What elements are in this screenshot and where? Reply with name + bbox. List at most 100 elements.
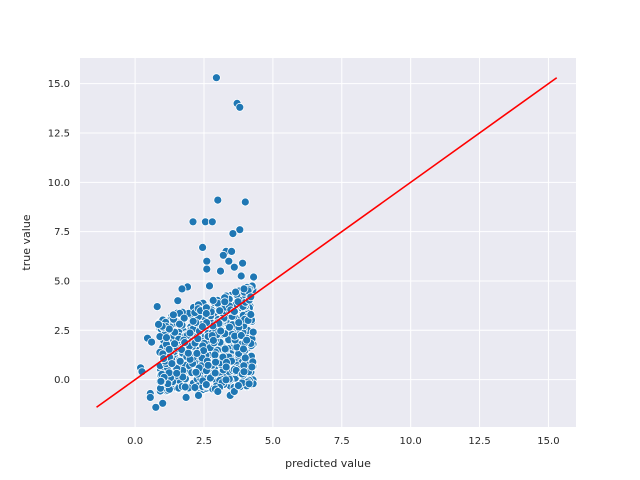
x-gridlines <box>134 58 549 427</box>
x-tick-label: 0.0 <box>127 436 143 447</box>
data-point-cluster <box>156 376 166 386</box>
data-point <box>235 102 245 112</box>
data-point <box>239 367 249 377</box>
data-point-cluster <box>208 335 218 345</box>
data-point <box>218 250 228 260</box>
data-point-cluster <box>203 360 213 370</box>
data-point-cluster <box>172 368 182 378</box>
data-point <box>205 281 214 291</box>
data-point-cluster <box>247 362 257 372</box>
data-point <box>213 387 223 396</box>
data-point <box>233 381 243 391</box>
y-tick-label: 0.0 <box>54 375 70 386</box>
y-tick-labels: 0.0 2.5 5.0 7.5 10.0 12.5 15.0 <box>48 79 70 386</box>
data-point-cluster <box>180 338 190 347</box>
data-point <box>207 217 217 227</box>
data-point-cluster <box>248 327 258 337</box>
y-gridlines <box>80 83 576 381</box>
data-point-cluster <box>188 316 198 326</box>
data-point <box>227 246 237 256</box>
data-point <box>238 258 248 268</box>
data-point-cluster <box>244 379 254 389</box>
data-point-cluster <box>185 328 195 338</box>
data-point-cluster <box>180 382 190 392</box>
data-point <box>194 390 203 400</box>
data-point <box>228 229 238 239</box>
data-point-cluster <box>170 339 180 349</box>
data-point-cluster <box>211 357 221 367</box>
data-point <box>240 197 250 207</box>
data-point-cluster <box>210 368 220 378</box>
x-axis-label: predicted value <box>285 457 371 470</box>
data-point <box>242 335 252 345</box>
data-point-cluster <box>175 319 184 329</box>
data-point <box>145 392 155 402</box>
y-tick-label: 2.5 <box>54 326 70 337</box>
data-point-cluster <box>239 344 248 354</box>
y-tick-label: 10.0 <box>48 178 70 189</box>
data-point <box>229 262 239 272</box>
data-point <box>246 310 256 319</box>
data-point-cluster <box>210 350 220 360</box>
x-tick-label: 5.0 <box>265 436 281 447</box>
data-point <box>177 284 187 294</box>
x-tick-label: 2.5 <box>196 436 212 447</box>
data-point <box>235 225 245 235</box>
data-point-cluster <box>192 348 202 358</box>
data-point-cluster <box>208 295 218 305</box>
data-point-cluster <box>221 362 231 372</box>
data-point-cluster <box>175 356 185 366</box>
data-point-cluster <box>215 306 225 316</box>
data-point <box>154 319 163 329</box>
data-point-cluster <box>220 344 230 354</box>
data-point-cluster <box>168 310 178 320</box>
data-point-cluster <box>201 309 211 318</box>
data-point-cluster <box>201 380 211 390</box>
data-point <box>213 195 223 205</box>
data-points <box>136 73 259 412</box>
data-point-cluster <box>216 326 226 336</box>
data-point-cluster <box>225 322 234 332</box>
x-tick-labels: 0.0 2.5 5.0 7.5 10.0 12.5 15.0 <box>127 436 559 447</box>
data-point-cluster <box>231 287 241 297</box>
data-point-cluster <box>167 359 177 369</box>
data-point <box>152 302 162 312</box>
y-tick-label: 7.5 <box>54 227 70 238</box>
data-point <box>249 272 259 282</box>
data-point <box>173 296 183 306</box>
y-axis-label: true value <box>20 214 33 270</box>
data-point <box>216 266 225 276</box>
data-point-cluster <box>190 383 200 392</box>
data-point <box>240 353 250 363</box>
y-tick-label: 5.0 <box>54 276 70 287</box>
data-point <box>147 337 157 347</box>
data-point <box>158 398 168 408</box>
data-point <box>211 73 221 83</box>
x-tick-label: 15.0 <box>537 436 559 447</box>
y-tick-label: 12.5 <box>48 128 70 139</box>
x-tick-label: 10.0 <box>400 436 422 447</box>
y-tick-label: 15.0 <box>48 79 70 90</box>
data-point-cluster <box>221 375 231 385</box>
x-tick-label: 12.5 <box>468 436 490 447</box>
plot-background <box>80 58 576 427</box>
data-point <box>236 271 246 281</box>
data-point <box>202 256 212 266</box>
data-point <box>198 242 208 252</box>
identity-reference-line <box>96 77 558 408</box>
data-point-cluster <box>162 333 171 343</box>
data-point <box>239 284 249 294</box>
data-point-cluster <box>220 297 230 307</box>
data-point <box>181 392 191 402</box>
data-point <box>229 387 239 396</box>
data-point <box>151 402 161 412</box>
data-point <box>224 256 234 266</box>
data-point-cluster <box>234 318 244 328</box>
x-tick-label: 7.5 <box>334 436 350 447</box>
data-point-cluster <box>183 348 193 358</box>
data-point-cluster <box>191 367 201 377</box>
data-point <box>202 264 212 274</box>
data-point-cluster <box>179 313 189 323</box>
data-point <box>188 217 198 227</box>
